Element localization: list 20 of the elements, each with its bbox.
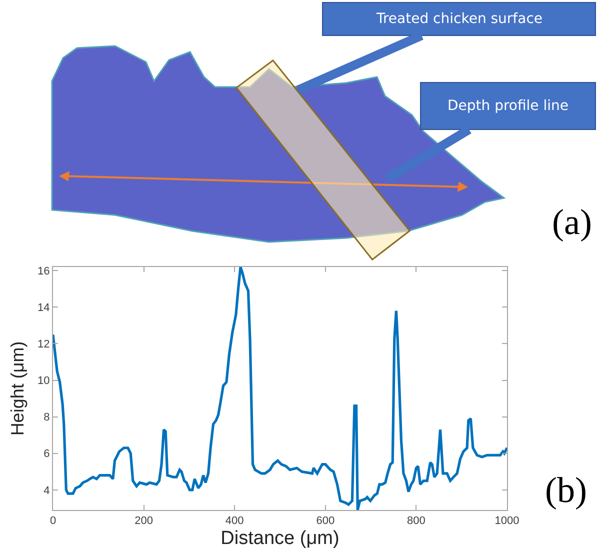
x-tick-label: 200: [134, 515, 153, 528]
x-tick-label: 400: [225, 515, 244, 528]
x-tick-label: 1000: [494, 515, 520, 528]
text: (b): [545, 470, 587, 510]
y-tick-label: 12: [38, 338, 50, 351]
x-tick-label: 800: [407, 515, 426, 528]
y-tick-label: 6: [44, 448, 50, 460]
x-tick-label: 0: [50, 515, 56, 528]
y-tick-label: 4: [44, 484, 50, 497]
y-tick-label: 14: [38, 302, 50, 314]
y-tick-label: 8: [44, 412, 50, 424]
text: Depth profile line: [447, 98, 569, 114]
y-axis-title: Height (μm): [8, 341, 28, 436]
y-tick-label: 16: [38, 266, 50, 278]
x-tick-label: 600: [316, 515, 335, 528]
text: Treated chicken surface: [375, 11, 543, 27]
text: (a): [552, 202, 592, 242]
line-series: [53, 267, 507, 510]
x-axis-title: Distance (μm): [220, 528, 340, 549]
y-tick-label: 10: [38, 375, 50, 388]
